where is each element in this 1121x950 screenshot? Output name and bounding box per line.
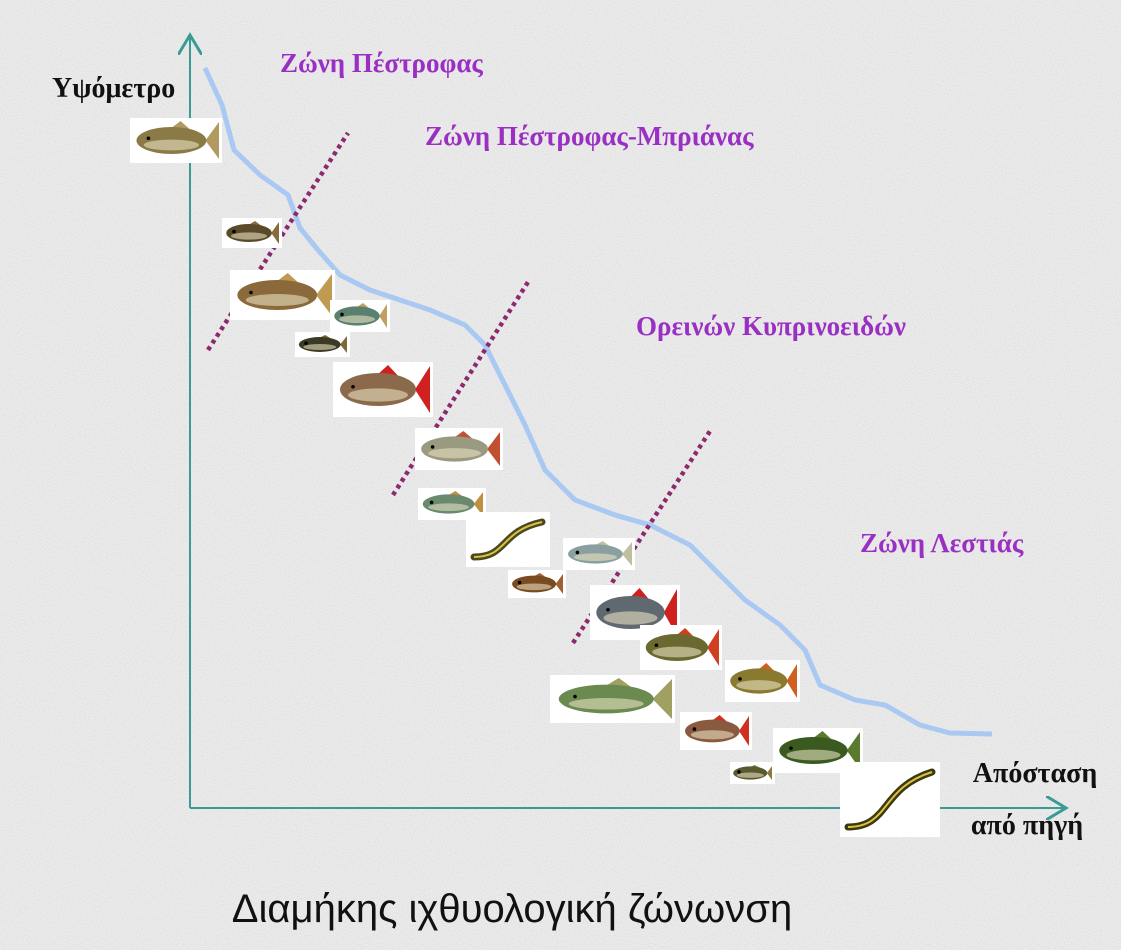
fish-belly xyxy=(303,344,336,350)
fish-picture xyxy=(230,270,335,320)
fish-belly xyxy=(736,680,781,690)
fish-eye xyxy=(232,230,236,234)
fish-picture xyxy=(508,570,566,598)
fish-picture xyxy=(222,218,282,248)
fish-eye xyxy=(738,677,742,681)
fish-picture xyxy=(840,762,940,837)
fish-picture xyxy=(295,332,350,357)
fish-eye xyxy=(655,643,659,647)
fish-eye xyxy=(249,291,253,295)
fish-belly xyxy=(574,553,617,561)
zone-label: Ζώνη Λεστιάς xyxy=(860,528,1024,558)
fish-picture xyxy=(680,712,752,750)
fish-picture xyxy=(550,675,675,723)
fish-belly xyxy=(517,583,552,590)
fish-eye xyxy=(431,445,435,449)
fish-eye xyxy=(340,313,344,317)
fish-belly xyxy=(231,232,267,239)
fish-eye xyxy=(351,385,355,389)
x-axis-label: από πηγή xyxy=(971,810,1083,841)
fish-picture xyxy=(130,118,222,163)
zone-label: Ζώνη Πέστροφας-Μπριάνας xyxy=(425,121,754,151)
fish-belly xyxy=(652,647,701,658)
y-axis-label: Υψόμετρο xyxy=(52,73,175,104)
slide-title: Διαμήκης ιχθυολογική ζώνωνση xyxy=(232,887,792,931)
fish-belly xyxy=(569,698,644,710)
fish-eye xyxy=(576,551,580,555)
fish-belly xyxy=(604,611,658,624)
fish-picture xyxy=(466,512,550,567)
fish-picture xyxy=(725,660,800,702)
fish-belly xyxy=(691,730,734,739)
fish-eye xyxy=(737,770,741,774)
fish-belly xyxy=(787,750,841,761)
fish-eye xyxy=(518,581,522,585)
x-axis-label: Απόσταση xyxy=(973,758,1097,789)
fish-belly xyxy=(348,388,408,401)
fish-eye xyxy=(606,608,610,612)
fish-picture xyxy=(415,428,503,470)
fish-eye xyxy=(693,727,697,731)
zone-label: Ορεινών Κυπρινοειδών xyxy=(636,311,906,341)
fish-belly xyxy=(737,773,764,778)
fish-belly xyxy=(339,315,375,323)
fish-eye xyxy=(573,695,577,699)
fish-eye xyxy=(304,341,308,345)
fish-belly xyxy=(144,140,199,151)
fish-belly xyxy=(428,448,481,458)
fish-eye xyxy=(430,501,434,505)
fish-picture xyxy=(333,362,433,417)
fish-picture xyxy=(640,625,722,670)
fish-picture xyxy=(730,762,775,784)
fish-belly xyxy=(428,503,469,511)
fish-picture xyxy=(330,300,390,332)
fish-picture xyxy=(563,538,635,570)
fish-eye xyxy=(789,746,793,750)
zone-label: Ζώνη Πέστροφας xyxy=(280,48,483,78)
fish-eye xyxy=(147,136,151,140)
fish-belly xyxy=(246,294,309,306)
slide: Υψόμετρο Απόσταση από πηγή Ζώνη Πέστροφα… xyxy=(0,0,1121,950)
